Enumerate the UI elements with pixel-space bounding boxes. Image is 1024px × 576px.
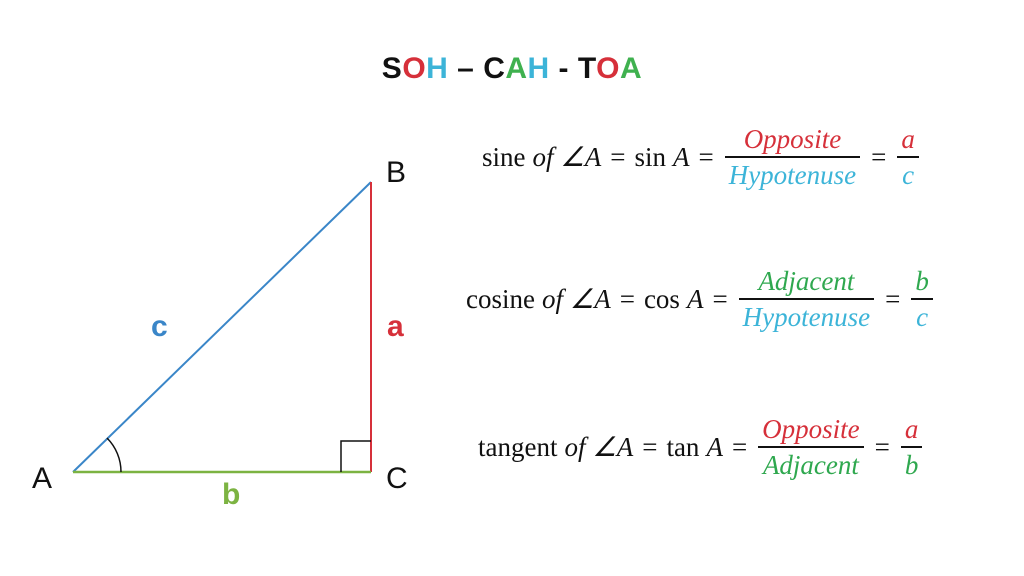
- title-segment: O: [596, 52, 621, 85]
- angle-variable: A: [672, 141, 690, 172]
- word-fraction: Opposite Hypotenuse: [724, 122, 861, 192]
- title-segment: A: [505, 52, 528, 85]
- ratio-denominator: c: [916, 302, 929, 332]
- equals-sign: =: [642, 431, 658, 462]
- letter-fraction: a b: [900, 412, 923, 482]
- ratio-numerator: a: [901, 124, 915, 154]
- title-segment: C: [483, 52, 506, 85]
- side-a-label: a: [387, 310, 404, 343]
- equals-sign: =: [619, 283, 635, 314]
- opposite-numerator: Opposite: [743, 124, 842, 154]
- equals-sign: =: [885, 283, 901, 314]
- ratio-denominator: c: [902, 160, 915, 190]
- side-c-label: c: [151, 310, 168, 343]
- angle-symbol: ∠A: [570, 283, 611, 314]
- equals-sign: =: [871, 141, 887, 172]
- equals-sign: =: [698, 141, 714, 172]
- side-b-label: b: [222, 478, 240, 511]
- vertex-a-label: A: [32, 462, 52, 495]
- ratio-numerator: a: [904, 414, 919, 444]
- title-segment: H: [527, 52, 550, 85]
- cosine-formula: cosine of ∠A = cos A = Adjacent Hypotenu…: [466, 264, 935, 334]
- of-word: of: [532, 141, 554, 172]
- sine-word: sine: [482, 141, 526, 172]
- opposite-numerator: Opposite: [762, 414, 860, 444]
- ratio-numerator: b: [915, 266, 929, 296]
- cos-func: cos: [643, 283, 680, 314]
- angle-variable: A: [686, 283, 704, 314]
- title-segment: –: [448, 52, 484, 85]
- title-segment: S: [381, 52, 403, 85]
- tangent-word: tangent: [478, 431, 558, 462]
- tan-func: tan: [666, 431, 700, 462]
- title-segment: -: [549, 52, 578, 85]
- right-angle-marker: [340, 440, 371, 472]
- letter-fraction: b c: [911, 264, 933, 334]
- adjacent-numerator: Adjacent: [758, 266, 855, 296]
- equals-sign: =: [731, 431, 748, 462]
- angle-a-arc: [106, 437, 122, 473]
- title-segment: O: [402, 52, 427, 85]
- angle-variable: A: [706, 431, 723, 462]
- hypotenuse-denominator: Hypotenuse: [742, 302, 871, 332]
- hypotenuse-line: [72, 181, 372, 473]
- equals-sign: =: [874, 431, 890, 462]
- of-word: of: [564, 431, 586, 462]
- title-segment: A: [620, 52, 643, 85]
- cosine-word: cosine: [466, 283, 535, 314]
- equals-sign: =: [712, 283, 728, 314]
- soh-cah-toa-title: SOH – CAH - TOA: [0, 52, 1024, 86]
- sine-formula: sine of ∠A = sin A = Opposite Hypotenuse…: [482, 122, 921, 192]
- angle-symbol: ∠A: [592, 431, 634, 462]
- letter-fraction: a c: [897, 122, 919, 192]
- vertex-c-label: C: [386, 462, 408, 495]
- ratio-denominator: b: [904, 450, 919, 480]
- word-fraction: Adjacent Hypotenuse: [738, 264, 875, 334]
- of-word: of: [541, 283, 563, 314]
- equals-sign: =: [610, 141, 626, 172]
- title-segment: T: [577, 52, 597, 85]
- tangent-formula: tangent of ∠A = tan A = Opposite Adjacen…: [478, 412, 924, 482]
- word-fraction: Opposite Adjacent: [758, 412, 864, 482]
- vertex-b-label: B: [386, 156, 406, 189]
- sin-func: sin: [634, 141, 666, 172]
- hypotenuse-denominator: Hypotenuse: [728, 160, 857, 190]
- title-segment: H: [426, 52, 449, 85]
- angle-symbol: ∠A: [560, 141, 602, 172]
- adjacent-denominator: Adjacent: [762, 450, 859, 480]
